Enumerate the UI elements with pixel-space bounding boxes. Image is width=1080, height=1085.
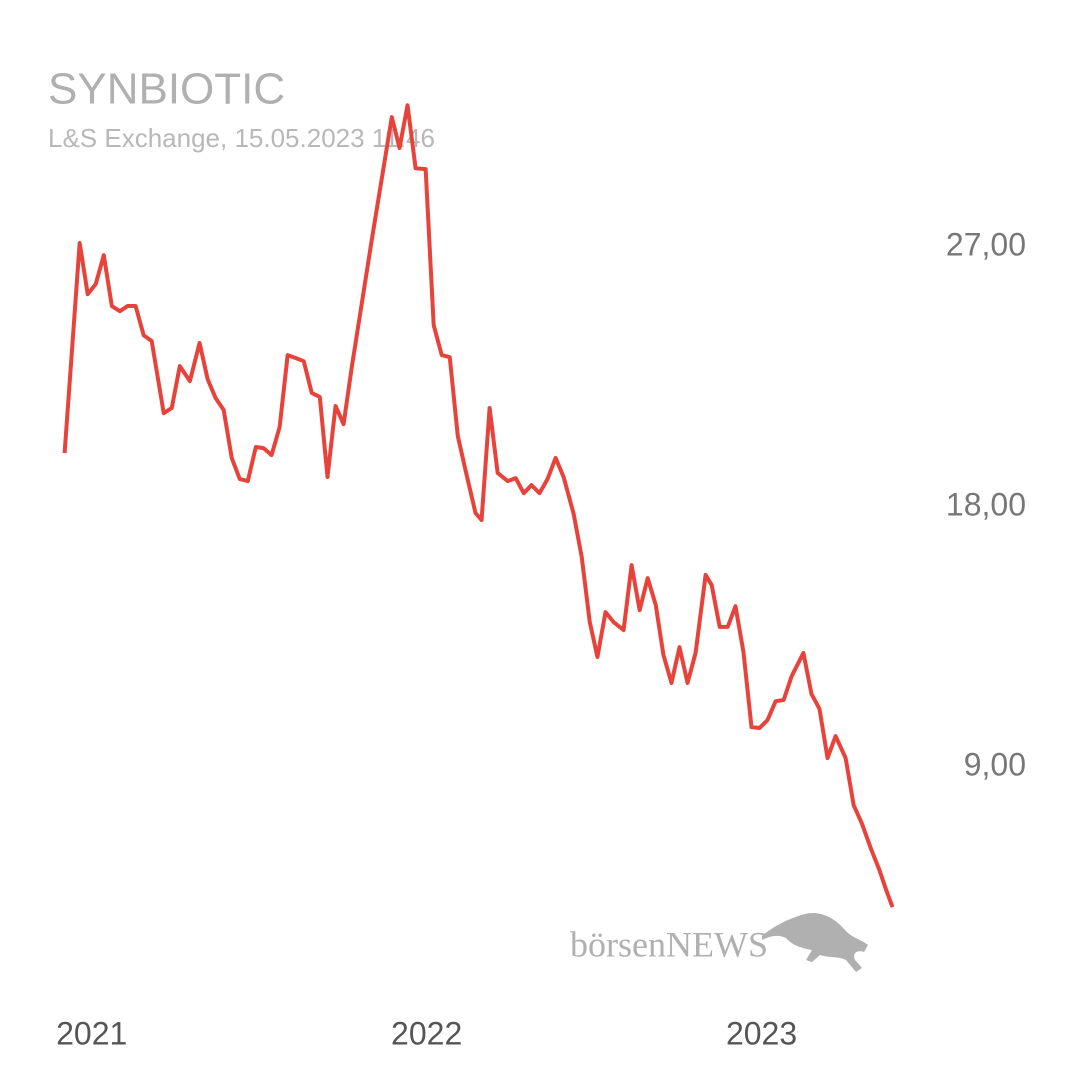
- x-tick-label: 2022: [391, 1015, 462, 1051]
- chart-title: SYNBIOTIC: [48, 65, 285, 114]
- y-tick-label: 27,00: [946, 227, 1026, 263]
- x-tick-label: 2023: [726, 1015, 797, 1051]
- watermark-text: börsenNEWS: [570, 924, 768, 964]
- bull-icon: [762, 912, 868, 972]
- x-tick-label: 2021: [56, 1015, 127, 1051]
- y-tick-label: 9,00: [964, 746, 1026, 782]
- watermark: börsenNEWS: [570, 912, 868, 972]
- price-line: [62, 103, 895, 908]
- y-tick-label: 18,00: [946, 487, 1026, 523]
- chart-subtitle: L&S Exchange, 15.05.2023 11:46: [48, 123, 435, 153]
